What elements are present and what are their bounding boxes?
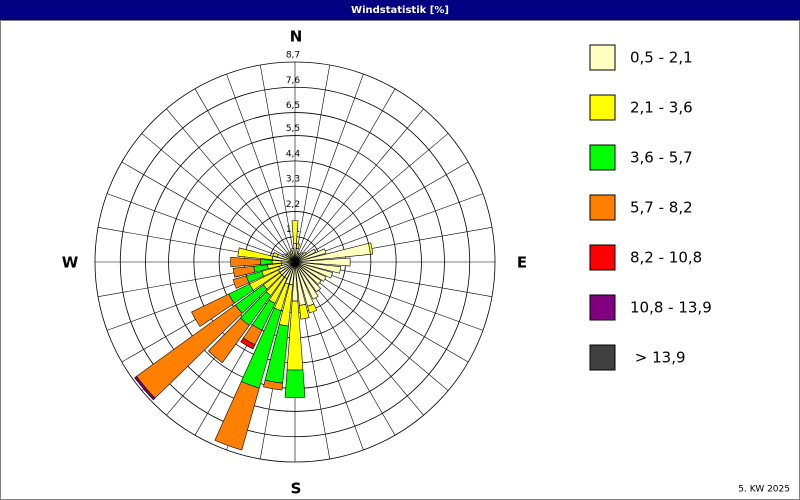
wind-segment xyxy=(294,248,317,263)
chart-title: Windstatistik [%] xyxy=(351,5,449,16)
wind-segment xyxy=(294,261,342,274)
wind-segment xyxy=(134,375,156,401)
spoke xyxy=(294,193,484,263)
wind-segment xyxy=(260,259,273,265)
wind-segment xyxy=(294,261,327,282)
spoke xyxy=(294,161,469,263)
direction-label: W xyxy=(62,254,79,272)
wind-segment xyxy=(284,369,306,398)
spoke xyxy=(141,133,296,263)
spoke xyxy=(226,73,296,263)
wind-segment xyxy=(294,257,351,267)
wind-segment xyxy=(291,247,296,263)
wind-segment xyxy=(294,248,327,263)
wind-segment xyxy=(240,337,256,350)
wind-segment xyxy=(272,252,279,258)
wind-segment xyxy=(263,379,284,391)
direction-label: E xyxy=(517,254,527,272)
ring-label: 7,6 xyxy=(286,76,301,86)
wind-segment xyxy=(294,251,307,263)
ring xyxy=(119,86,471,438)
legend-label: > 13,9 xyxy=(630,349,686,367)
ring-label: 4,4 xyxy=(286,149,301,159)
wind-segment xyxy=(294,261,333,279)
wind-segment xyxy=(307,303,318,314)
legend-swatch xyxy=(589,44,616,71)
wind-segment xyxy=(291,220,299,244)
ring xyxy=(94,61,496,463)
ring-label: 6,5 xyxy=(286,101,300,111)
spoke xyxy=(294,133,449,263)
ring-label: 5,5 xyxy=(286,124,300,134)
ring xyxy=(145,112,445,412)
spoke xyxy=(194,88,296,263)
spoke xyxy=(294,88,396,263)
spoke xyxy=(166,108,296,263)
wind-segment xyxy=(299,303,310,320)
legend-swatch xyxy=(589,194,616,221)
spoke xyxy=(294,64,331,263)
ring-label: 3,3 xyxy=(286,175,300,185)
spoke xyxy=(121,161,296,263)
wind-segment xyxy=(271,259,282,265)
wind-segment xyxy=(294,261,322,285)
legend-swatch xyxy=(589,244,616,271)
legend-swatch xyxy=(589,344,616,371)
wind-segment xyxy=(368,242,374,255)
legend-label: 0,5 - 2,1 xyxy=(630,49,693,67)
wind-segment xyxy=(232,275,250,289)
wind-segment xyxy=(230,256,261,268)
wind-segment xyxy=(214,381,260,451)
footer: 5. KW 2025 xyxy=(738,485,790,495)
wind-segment xyxy=(294,261,322,293)
ring-label: 2,2 xyxy=(286,200,300,210)
wind-segment xyxy=(294,261,319,300)
legend-label: 5,7 - 8,2 xyxy=(630,199,693,217)
legend-label: 8,2 - 10,8 xyxy=(630,249,702,267)
spoke xyxy=(294,108,424,263)
spoke xyxy=(259,64,296,263)
wind-segment xyxy=(289,250,296,263)
legend-swatch xyxy=(589,94,616,121)
spoke xyxy=(106,193,296,263)
direction-label: S xyxy=(291,480,302,498)
spoke xyxy=(294,73,364,263)
title-bar xyxy=(0,0,800,20)
wind-segment xyxy=(208,317,250,364)
legend-swatch xyxy=(589,144,616,171)
legend-swatch xyxy=(589,294,616,321)
wind-segment xyxy=(237,247,274,261)
wind-segment xyxy=(232,265,256,278)
ring-label: 8,7 xyxy=(286,51,300,61)
legend-label: 3,6 - 5,7 xyxy=(630,149,693,167)
wind-segment xyxy=(296,243,300,249)
spoke xyxy=(294,261,449,391)
wind-segment xyxy=(286,252,296,263)
legend-label: 10,8 - 13,9 xyxy=(630,299,712,317)
wind-segment xyxy=(191,293,235,328)
legend-label: 2,1 - 3,6 xyxy=(630,99,693,117)
direction-label: N xyxy=(290,28,303,46)
